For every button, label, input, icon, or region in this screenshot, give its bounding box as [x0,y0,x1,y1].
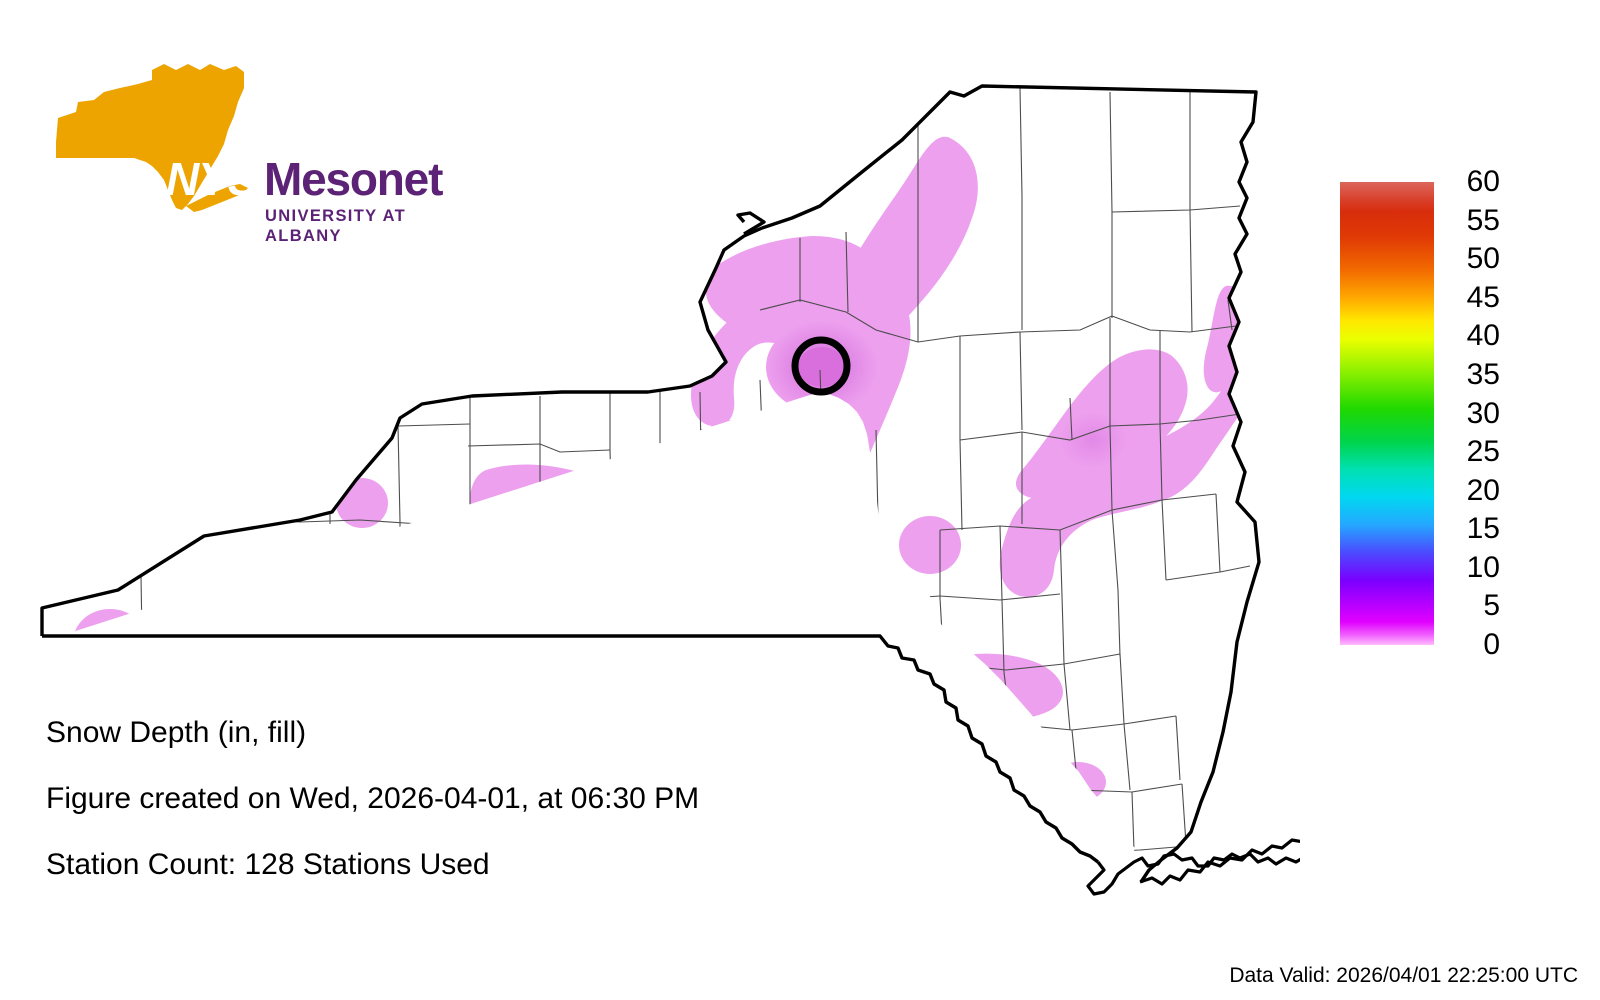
caption-created-label: Figure created on Wed, 2026-04-01, at 06… [46,782,700,815]
colorbar-tick-15: 15 [1466,512,1500,546]
colorbar-tick-20: 20 [1466,473,1500,507]
logo-mesonet-text: Mesonet [264,153,443,205]
fill-blob-steuben [798,578,854,626]
fill-region-finger-lakes [461,464,715,642]
colorbar-tick-10: 10 [1466,550,1500,584]
colorbar: 0 5 10 15 20 25 30 35 40 45 50 55 60 [1310,165,1500,670]
nys-mesonet-logo: NYS Mesonet UNIVERSITY AT ALBANY [48,58,448,245]
logo-nys-text: NYS [166,153,259,205]
caption-variable-label: Snow Depth (in, fill) [46,716,307,749]
state-outline-layer [40,84,1300,896]
caption-station-count: Station Count: 128 Stations Used [46,848,490,881]
fill-region-catskills [931,653,1063,720]
caption-block: Snow Depth (in, fill) Figure created on … [46,718,946,916]
fill-blob-chautauqua [257,492,279,512]
data-valid-label: Data Valid: 2026/04/01 22:25:00 UTC [1229,964,1578,987]
new-york-state-logo-shape [56,64,248,212]
fill-region-capital-district [999,292,1254,597]
fill-blob-pa-border-mid [287,608,357,672]
colorbar-tick-25: 25 [1466,435,1500,469]
colorbar-tick-45: 45 [1466,280,1500,314]
new-york-state-map [40,84,1300,910]
colorbar-tick-40: 40 [1466,319,1500,353]
logo-state-silhouette [56,64,244,210]
colorbar-tick-labels: 0 5 10 15 20 25 30 35 40 45 50 55 60 [1426,165,1500,670]
footer-block: Data Valid: 2026/04/01 22:25:00 UTC [1229,965,1578,986]
fill-blob-long-island [1213,879,1259,910]
colorbar-tick-35: 35 [1466,357,1500,391]
fill-blob-chenango [899,516,961,574]
colorbar-tick-50: 50 [1466,242,1500,276]
colorbar-tick-5: 5 [1483,589,1500,623]
long-island-north-shore [1139,838,1300,886]
ny-state-border [40,84,1261,883]
fill-blob-hudson-valley [1050,762,1106,802]
colorbar-tick-30: 30 [1466,396,1500,430]
fill-blob-pa-border-west [73,609,147,675]
logo-wordmark: NYS Mesonet UNIVERSITY AT ALBANY [166,153,456,245]
colorbar-tick-60: 60 [1466,165,1500,198]
fill-region-champlain [1203,285,1250,393]
colorbar-tick-0: 0 [1483,628,1500,661]
map-canvas [40,84,1300,910]
colorbar-gradient [1340,182,1434,645]
fill-core-onondaga-inner [798,347,846,387]
maximum-circle-marker [791,336,851,396]
fill-blob-cayuga [708,420,746,448]
fill-region-southern-tier-hook [565,479,681,569]
colorbar-tick-55: 55 [1466,203,1500,237]
logo-university-text: UNIVERSITY AT ALBANY [265,206,407,245]
ny-pa-border [42,634,1100,864]
logo-long-island-silhouette [186,184,248,212]
